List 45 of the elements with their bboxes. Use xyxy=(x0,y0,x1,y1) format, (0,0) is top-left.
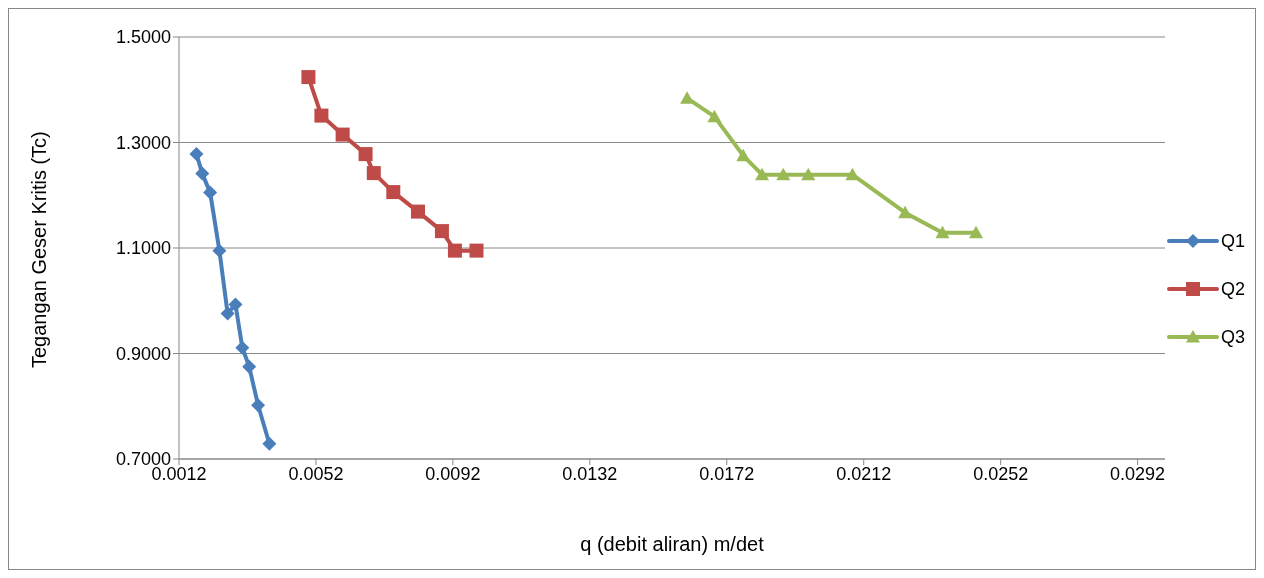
point xyxy=(935,225,950,239)
x-tick-label: 0.0252 xyxy=(973,463,1029,484)
point xyxy=(262,436,277,451)
x-tick-label: 0.0292 xyxy=(1110,463,1166,484)
y-tick-label: 0.9000 xyxy=(115,343,171,364)
legend-label: Q2 xyxy=(1221,278,1246,300)
y-tick-label: 1.1000 xyxy=(115,238,171,259)
point xyxy=(235,340,250,355)
point xyxy=(195,166,210,181)
x-tick-label: 0.0132 xyxy=(562,463,618,484)
point xyxy=(220,306,235,321)
point xyxy=(447,243,462,258)
point xyxy=(776,167,791,181)
x-tick-label: 0.0052 xyxy=(288,463,344,484)
point xyxy=(228,297,243,312)
y-axis-title: Tegangan Geser Kritis (Tc) xyxy=(28,131,51,368)
point xyxy=(755,167,770,181)
point xyxy=(801,167,816,181)
y-tick-label: 1.5000 xyxy=(115,27,171,48)
point xyxy=(434,224,449,239)
point xyxy=(707,109,722,123)
y-tick-label: 1.3000 xyxy=(115,132,171,153)
point xyxy=(969,225,984,239)
point xyxy=(335,127,350,142)
point xyxy=(358,147,373,162)
point xyxy=(242,359,257,374)
x-tick-label: 0.0092 xyxy=(425,463,481,484)
point xyxy=(212,243,227,258)
point xyxy=(314,108,329,123)
point xyxy=(845,167,860,181)
point xyxy=(251,398,266,413)
point xyxy=(203,185,218,200)
legend-label: Q1 xyxy=(1221,230,1246,252)
legend-label: Q3 xyxy=(1221,326,1246,348)
point xyxy=(898,205,913,219)
point xyxy=(386,185,401,200)
x-tick-label: 0.0212 xyxy=(836,463,892,484)
x-axis-title: q (debit aliran) m/det xyxy=(580,533,765,555)
point xyxy=(469,243,484,258)
point xyxy=(366,166,381,181)
point xyxy=(410,204,425,219)
x-tick-label: 0.0172 xyxy=(699,463,755,484)
point xyxy=(189,147,204,162)
point xyxy=(301,70,316,85)
point xyxy=(736,148,751,162)
